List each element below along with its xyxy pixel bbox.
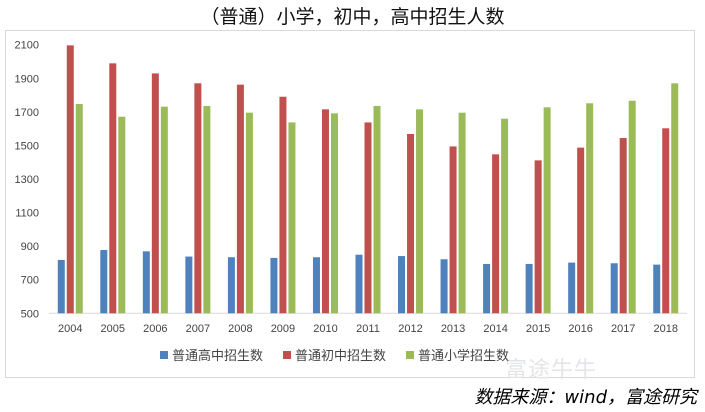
bar: [525, 263, 533, 314]
bar: [501, 118, 509, 314]
bar: [653, 264, 661, 314]
y-tick-label: 1900: [15, 73, 39, 85]
x-tick-label: 2008: [228, 323, 252, 335]
bar: [185, 256, 193, 314]
y-tick-label: 1300: [15, 174, 39, 186]
bar: [203, 105, 211, 314]
x-tick-label: 2014: [483, 323, 507, 335]
bar: [449, 146, 457, 314]
legend-swatch: [160, 350, 168, 359]
x-tick-label: 2015: [526, 323, 550, 335]
bar: [407, 134, 415, 314]
bar: [118, 116, 126, 314]
bar: [355, 254, 363, 314]
legend-item-high-school: 普通高中招生数: [160, 345, 263, 364]
chart-frame: [5, 30, 695, 378]
x-tick-label: 2010: [313, 323, 337, 335]
y-tick-label: 700: [21, 275, 39, 287]
x-tick-label: 2009: [271, 323, 295, 335]
y-tick-label: 1500: [15, 140, 39, 152]
bar: [194, 83, 202, 314]
x-tick-label: 2018: [653, 323, 677, 335]
bar: [492, 154, 500, 314]
legend-item-primary-school: 普通小学招生数: [406, 345, 509, 364]
bar: [321, 109, 329, 314]
legend-swatch: [283, 350, 292, 359]
bar: [610, 263, 618, 314]
chart-title: （普通）小学，初中，高中招生人数: [200, 6, 505, 28]
bar: [75, 103, 83, 314]
x-tick-label: 2013: [441, 323, 465, 335]
x-tick-label: 2007: [186, 323, 210, 335]
bar: [662, 128, 670, 314]
bar: [628, 100, 636, 314]
legend-label: 普通小学招生数: [418, 349, 510, 364]
bar: [100, 250, 108, 314]
x-tick-label: 2006: [143, 323, 167, 335]
bar: [312, 257, 320, 314]
bar: [577, 147, 585, 314]
bar: [151, 73, 159, 314]
x-tick-label: 2016: [568, 323, 592, 335]
y-tick-label: 2100: [15, 40, 39, 52]
bar: [245, 112, 253, 314]
bar: [288, 122, 296, 314]
bar: [109, 63, 117, 314]
bar: [458, 112, 466, 314]
bar: [279, 96, 287, 314]
bar: [586, 103, 594, 314]
bar: [619, 138, 627, 314]
x-tick-label: 2017: [611, 323, 635, 335]
watermark-logo: 富途牛牛: [505, 358, 598, 383]
bar: [57, 259, 65, 314]
y-tick-label: 1700: [15, 107, 39, 119]
y-tick-label: 500: [21, 308, 39, 320]
data-source: 数据来源：wind，富途研究: [474, 387, 697, 408]
x-tick-label: 2011: [356, 323, 380, 335]
bar: [227, 257, 235, 314]
bar: [416, 109, 424, 314]
x-tick-label: 2004: [58, 323, 82, 335]
legend-label: 普通初中招生数: [295, 349, 387, 364]
bar: [373, 105, 381, 314]
legend-swatch: [406, 350, 415, 359]
y-tick-label: 900: [21, 241, 39, 253]
bar: [236, 84, 244, 314]
bar: [66, 45, 74, 314]
bar: [398, 256, 406, 314]
bar: [534, 160, 542, 314]
bar: [142, 251, 150, 314]
legend-item-middle-school: 普通初中招生数: [283, 345, 386, 364]
bar: [364, 122, 372, 314]
bar: [483, 263, 491, 314]
bar: [160, 106, 168, 314]
x-tick-label: 2005: [101, 323, 125, 335]
bar: [568, 262, 576, 314]
x-tick-label: 2012: [398, 323, 422, 335]
y-tick-label: 1100: [15, 208, 39, 220]
legend-label: 普通高中招生数: [172, 349, 264, 364]
bar: [270, 257, 278, 314]
bar: [330, 113, 338, 314]
bar: [671, 83, 679, 314]
bar: [543, 107, 551, 314]
legend: 普通高中招生数 普通初中招生数 普通小学招生数: [160, 345, 509, 364]
bar: [440, 259, 448, 314]
